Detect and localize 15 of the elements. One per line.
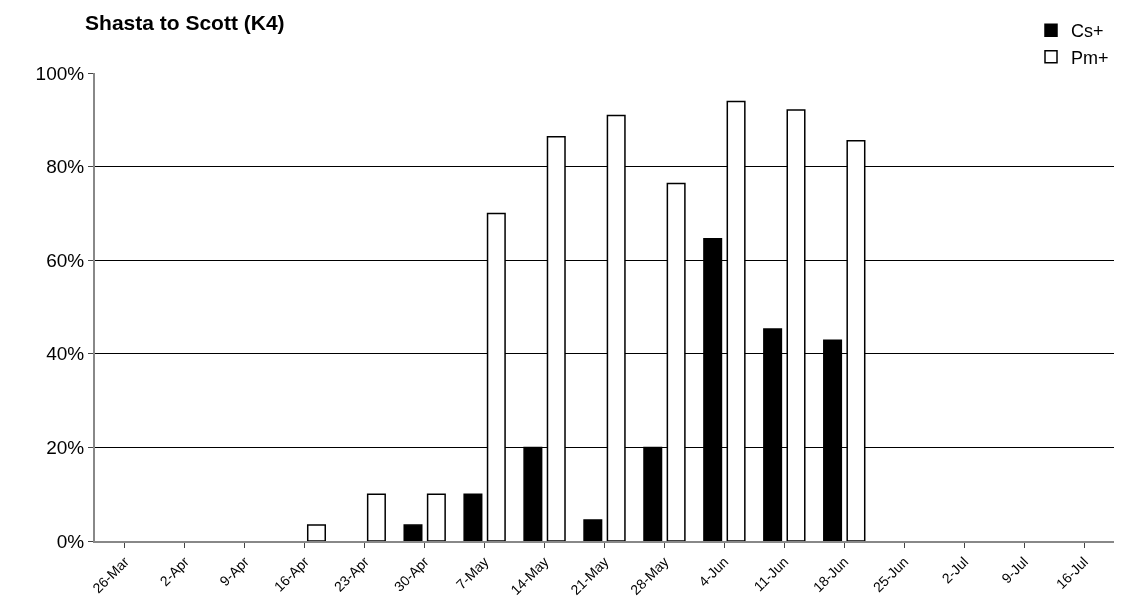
bar xyxy=(463,493,483,541)
y-tick-label: 100% xyxy=(35,62,85,84)
bar xyxy=(426,493,446,541)
y-tick-label: 0% xyxy=(56,530,85,552)
legend-label: Cs+ xyxy=(1071,21,1104,42)
bar xyxy=(583,519,603,541)
bar xyxy=(403,524,423,541)
y-tick-label: 80% xyxy=(46,156,85,178)
y-tick-label: 60% xyxy=(46,249,85,271)
bar xyxy=(306,524,326,541)
legend-label: Pm+ xyxy=(1071,47,1109,68)
y-tick-label: 40% xyxy=(46,343,85,365)
bar xyxy=(366,493,386,541)
y-tick-label: 20% xyxy=(46,437,85,459)
chart-title: Shasta to Scott (K4) xyxy=(85,11,285,35)
